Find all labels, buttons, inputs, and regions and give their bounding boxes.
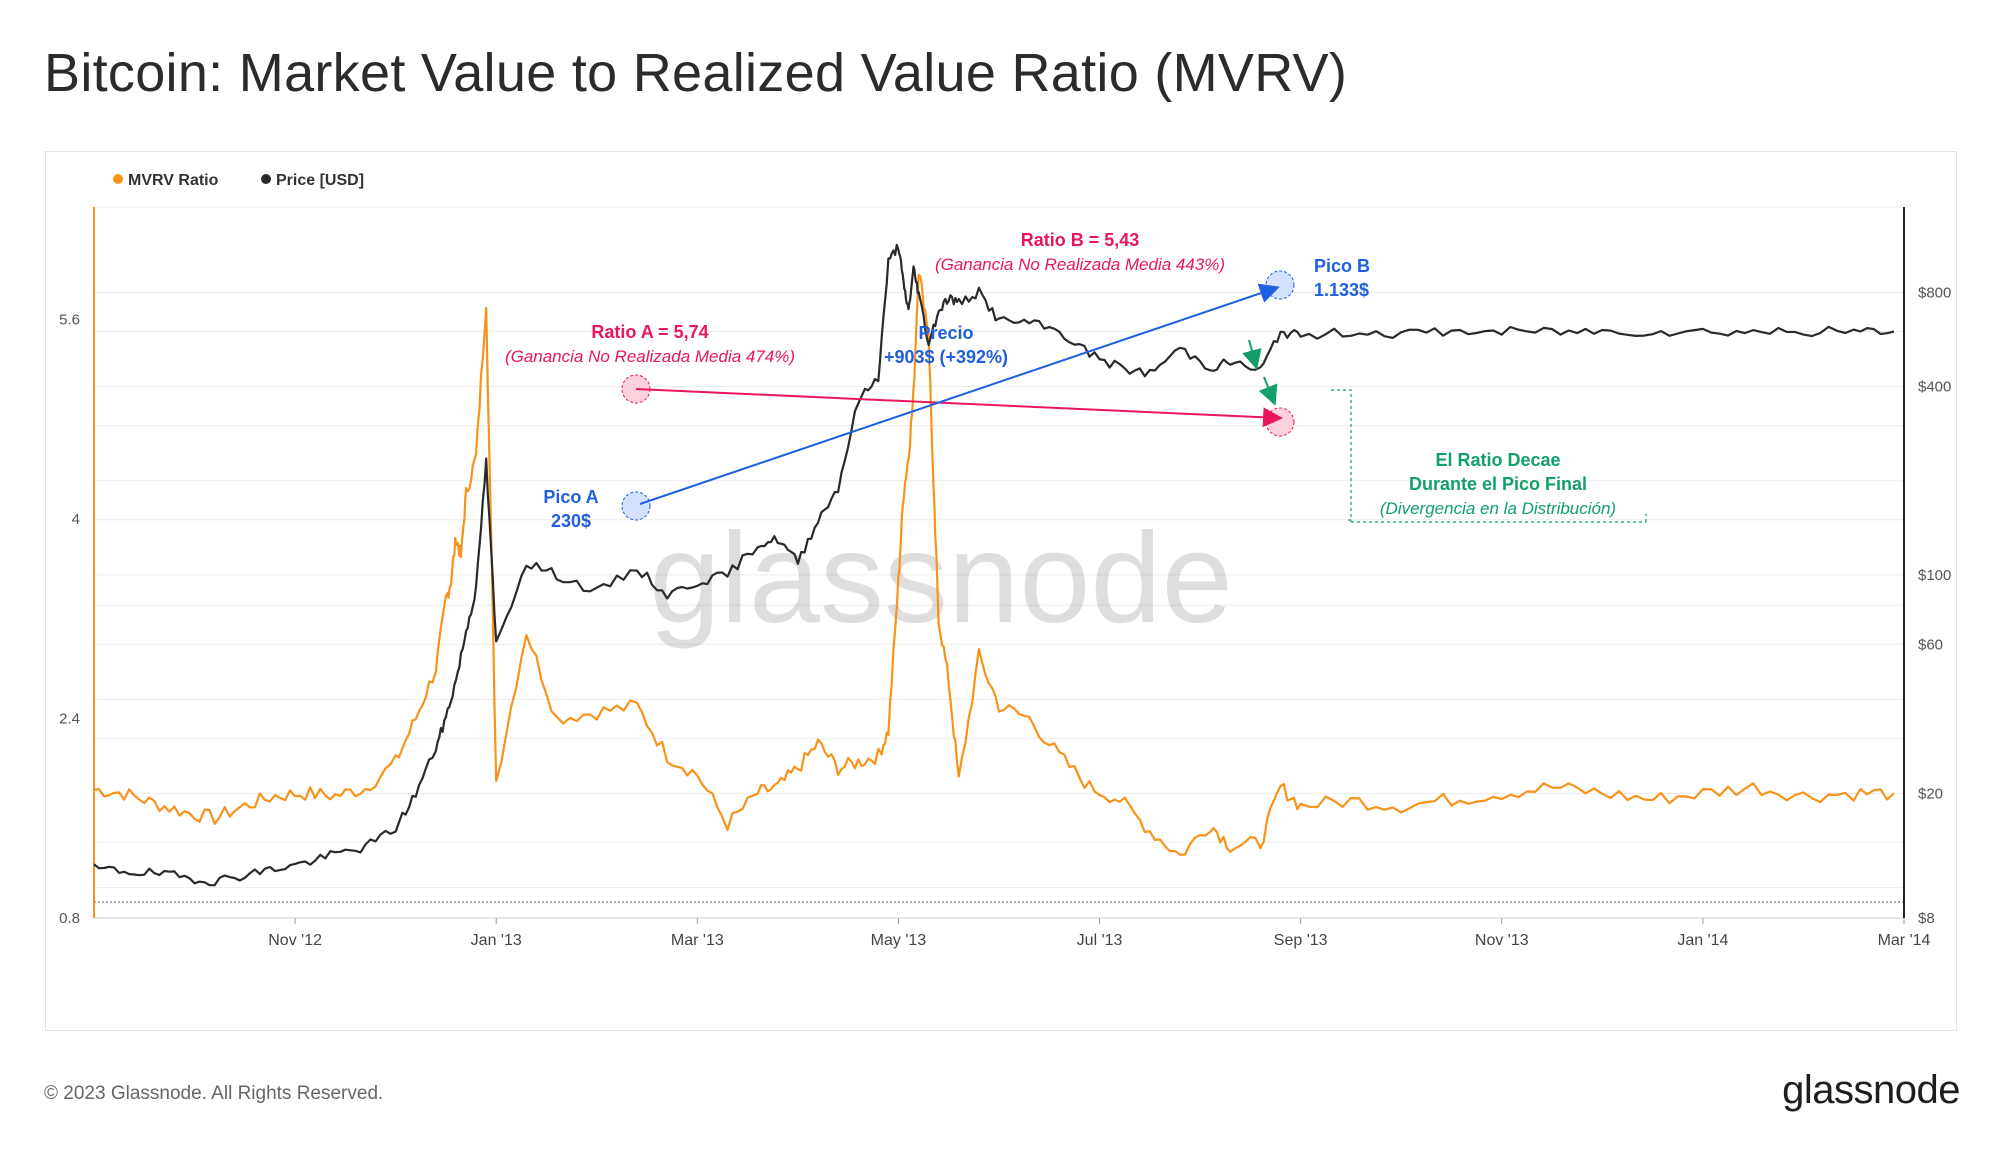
peak-b-value: 1.133$ (1314, 280, 1369, 300)
legend-price-dot (261, 174, 271, 184)
ratio-a-subtitle: (Ganancia No Realizada Media 474%) (505, 347, 795, 366)
ratio-a-title: Ratio A = 5,74 (591, 322, 708, 342)
diverge-arrow-2 (1258, 376, 1278, 406)
peak-a-marker (621, 491, 651, 521)
y-right-tick: $60 (1918, 636, 1943, 653)
annotations: Ratio A = 5,74 (Ganancia No Realizada Me… (505, 230, 1647, 531)
y-left-tick: 0.8 (59, 910, 80, 927)
price-change-value: +903$ (+392%) (884, 347, 1008, 367)
ratio-b-subtitle: (Ganancia No Realizada Media 443%) (935, 255, 1225, 274)
diverge-arrow-1 (1242, 339, 1262, 370)
x-tick-label: Jan '14 (1677, 932, 1728, 949)
x-tick-label: May '13 (871, 932, 927, 949)
x-tick-label: Nov '13 (1475, 932, 1529, 949)
series (93, 243, 1895, 887)
grid (94, 206, 1904, 903)
x-tick-label: Jan '13 (471, 932, 522, 949)
divergence-box (1331, 389, 1352, 521)
y-left-tick: 2.4 (59, 710, 80, 727)
x-tick-label: Nov '12 (268, 932, 322, 949)
price-arrow (639, 283, 1280, 505)
divergence-line1: El Ratio Decae (1435, 450, 1560, 470)
x-tick-label: Sep '13 (1274, 932, 1328, 949)
legend-mvrv-label[interactable]: MVRV Ratio (128, 172, 219, 189)
ratio-b-title: Ratio B = 5,43 (1021, 230, 1140, 250)
legend-price-label[interactable]: Price [USD] (276, 172, 364, 189)
price-change-label: Precio (918, 323, 973, 343)
page-title: Bitcoin: Market Value to Realized Value … (44, 43, 1348, 103)
axes: 0.8 2.4 4 5.6 $8 $20 $60 $100 $400 $800 Nov '12 Jan… (59, 207, 1951, 949)
footer-logo: glassnode (1782, 1068, 1960, 1112)
x-tick-label: Mar '14 (1878, 932, 1931, 949)
divergence-sub: (Divergencia en la Distribución) (1380, 499, 1616, 518)
mvrv-chart: MVRV Ratio Price [USD] glassnode 0.8 2.4 4… (59, 172, 1951, 949)
x-tick-label: Jul '13 (1077, 932, 1123, 949)
y-right-tick: $100 (1918, 567, 1951, 584)
peak-b-marker (1265, 270, 1295, 300)
peak-a-value: 230$ (551, 511, 591, 531)
watermark: glassnode (649, 507, 1233, 650)
peak-a-label: Pico A (543, 487, 598, 507)
mvrv-line (93, 273, 1895, 856)
y-left-tick: 4 (72, 511, 80, 528)
legend[interactable]: MVRV Ratio Price [USD] (113, 172, 364, 189)
y-right-tick: $8 (1918, 910, 1935, 927)
y-left-tick: 5.6 (59, 311, 80, 328)
y-right-tick: $20 (1918, 786, 1943, 803)
chart-panel: MVRV Ratio Price [USD] glassnode 0.8 2.4 4… (45, 151, 1957, 1031)
footer-copyright: © 2023 Glassnode. All Rights Reserved. (44, 1083, 384, 1104)
ratio-b-marker (1265, 407, 1295, 437)
x-tick-label: Mar '13 (671, 932, 724, 949)
divergence-line2: Durante el Pico Final (1409, 474, 1587, 494)
y-right-tick: $800 (1918, 284, 1951, 301)
price-line (93, 243, 1895, 887)
ratio-arrow (635, 388, 1283, 428)
y-right-tick: $400 (1918, 379, 1951, 396)
peak-b-label: Pico B (1314, 256, 1370, 276)
legend-mvrv-dot (113, 174, 123, 184)
